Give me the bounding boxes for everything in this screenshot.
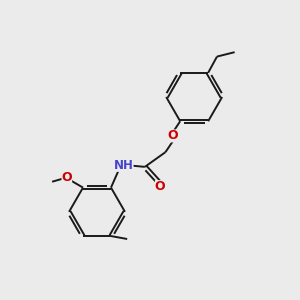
Text: O: O bbox=[167, 129, 178, 142]
Text: O: O bbox=[155, 180, 166, 193]
Text: O: O bbox=[61, 171, 72, 184]
Text: NH: NH bbox=[114, 159, 134, 172]
